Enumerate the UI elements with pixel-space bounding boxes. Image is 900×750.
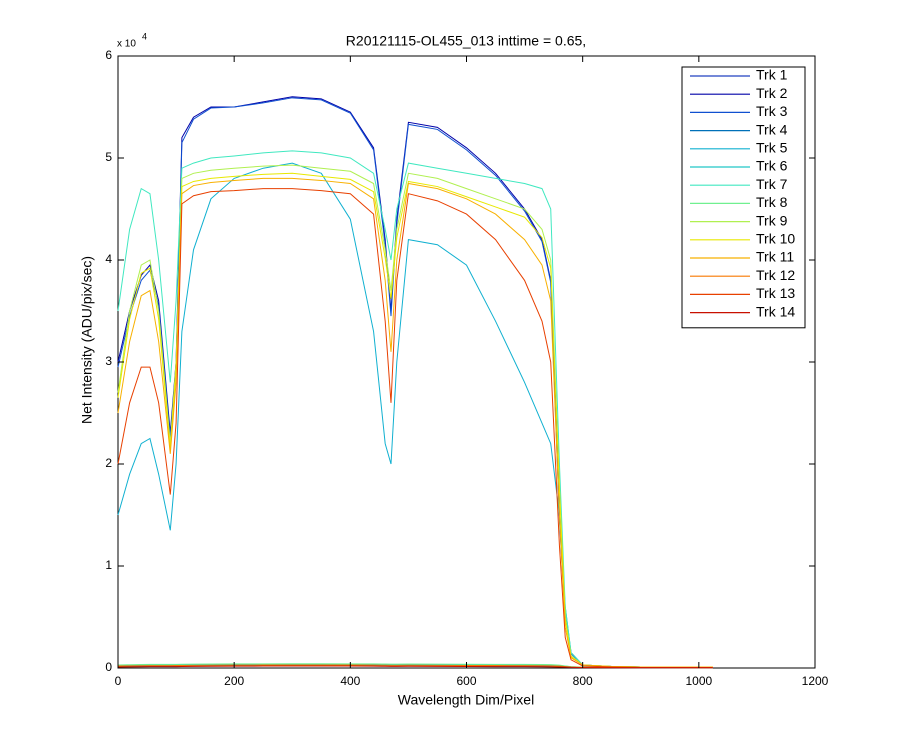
legend-label: Trk 5 — [756, 140, 788, 156]
y-multiplier: x 10 — [117, 39, 136, 50]
x-tick-label: 1000 — [685, 674, 712, 688]
y-tick-label: 3 — [105, 354, 112, 368]
series-line — [117, 172, 713, 668]
y-axis-label: Net Intensity (ADU/pix/sec) — [79, 256, 95, 424]
y-tick-label: 5 — [105, 150, 112, 164]
legend-label: Trk 4 — [756, 121, 788, 137]
y-multiplier-exponent: 4 — [142, 31, 147, 41]
x-tick-label: 800 — [573, 674, 593, 688]
legend-label: Trk 10 — [756, 231, 795, 247]
legend-label: Trk 14 — [756, 303, 795, 319]
legend-label: Trk 1 — [756, 67, 788, 83]
legend-label: Trk 2 — [756, 85, 788, 101]
legend-label: Trk 13 — [756, 285, 795, 301]
legend-label: Trk 3 — [756, 103, 788, 119]
legend: Trk 1 Trk 2 Trk 3 Trk 4 Trk 5 Trk 6 Trk 7 Trk 8… — [681, 66, 806, 329]
y-tick-label: 6 — [105, 48, 112, 62]
x-tick-label: 200 — [224, 674, 244, 688]
series-line — [117, 665, 713, 669]
legend-label: Trk 7 — [756, 176, 788, 192]
y-tick-label: 4 — [105, 252, 112, 266]
series-line — [117, 188, 713, 668]
legend-label: Trk 6 — [756, 158, 788, 174]
legend-label: Trk 8 — [756, 194, 788, 210]
chart-title: R20121115-OL455_013 inttime = 0.65, — [346, 33, 586, 49]
series-line — [117, 177, 713, 668]
x-axis-label: Wavelength Dim/Pixel — [398, 692, 534, 708]
y-tick-label: 0 — [105, 660, 112, 674]
series-lines — [117, 96, 713, 669]
legend-label: Trk 9 — [756, 212, 788, 228]
x-tick-label: 1200 — [802, 674, 829, 688]
x-tick-label: 0 — [115, 674, 122, 688]
legend-box — [681, 66, 806, 329]
series-line — [117, 664, 713, 669]
y-tick-label: 1 — [105, 558, 112, 572]
legend-label: Trk 11 — [756, 249, 794, 265]
series-line — [117, 150, 713, 668]
y-tick-label: 2 — [105, 456, 112, 470]
x-tick-label: 600 — [456, 674, 476, 688]
legend-label: Trk 12 — [756, 267, 795, 283]
x-tick-label: 400 — [340, 674, 360, 688]
